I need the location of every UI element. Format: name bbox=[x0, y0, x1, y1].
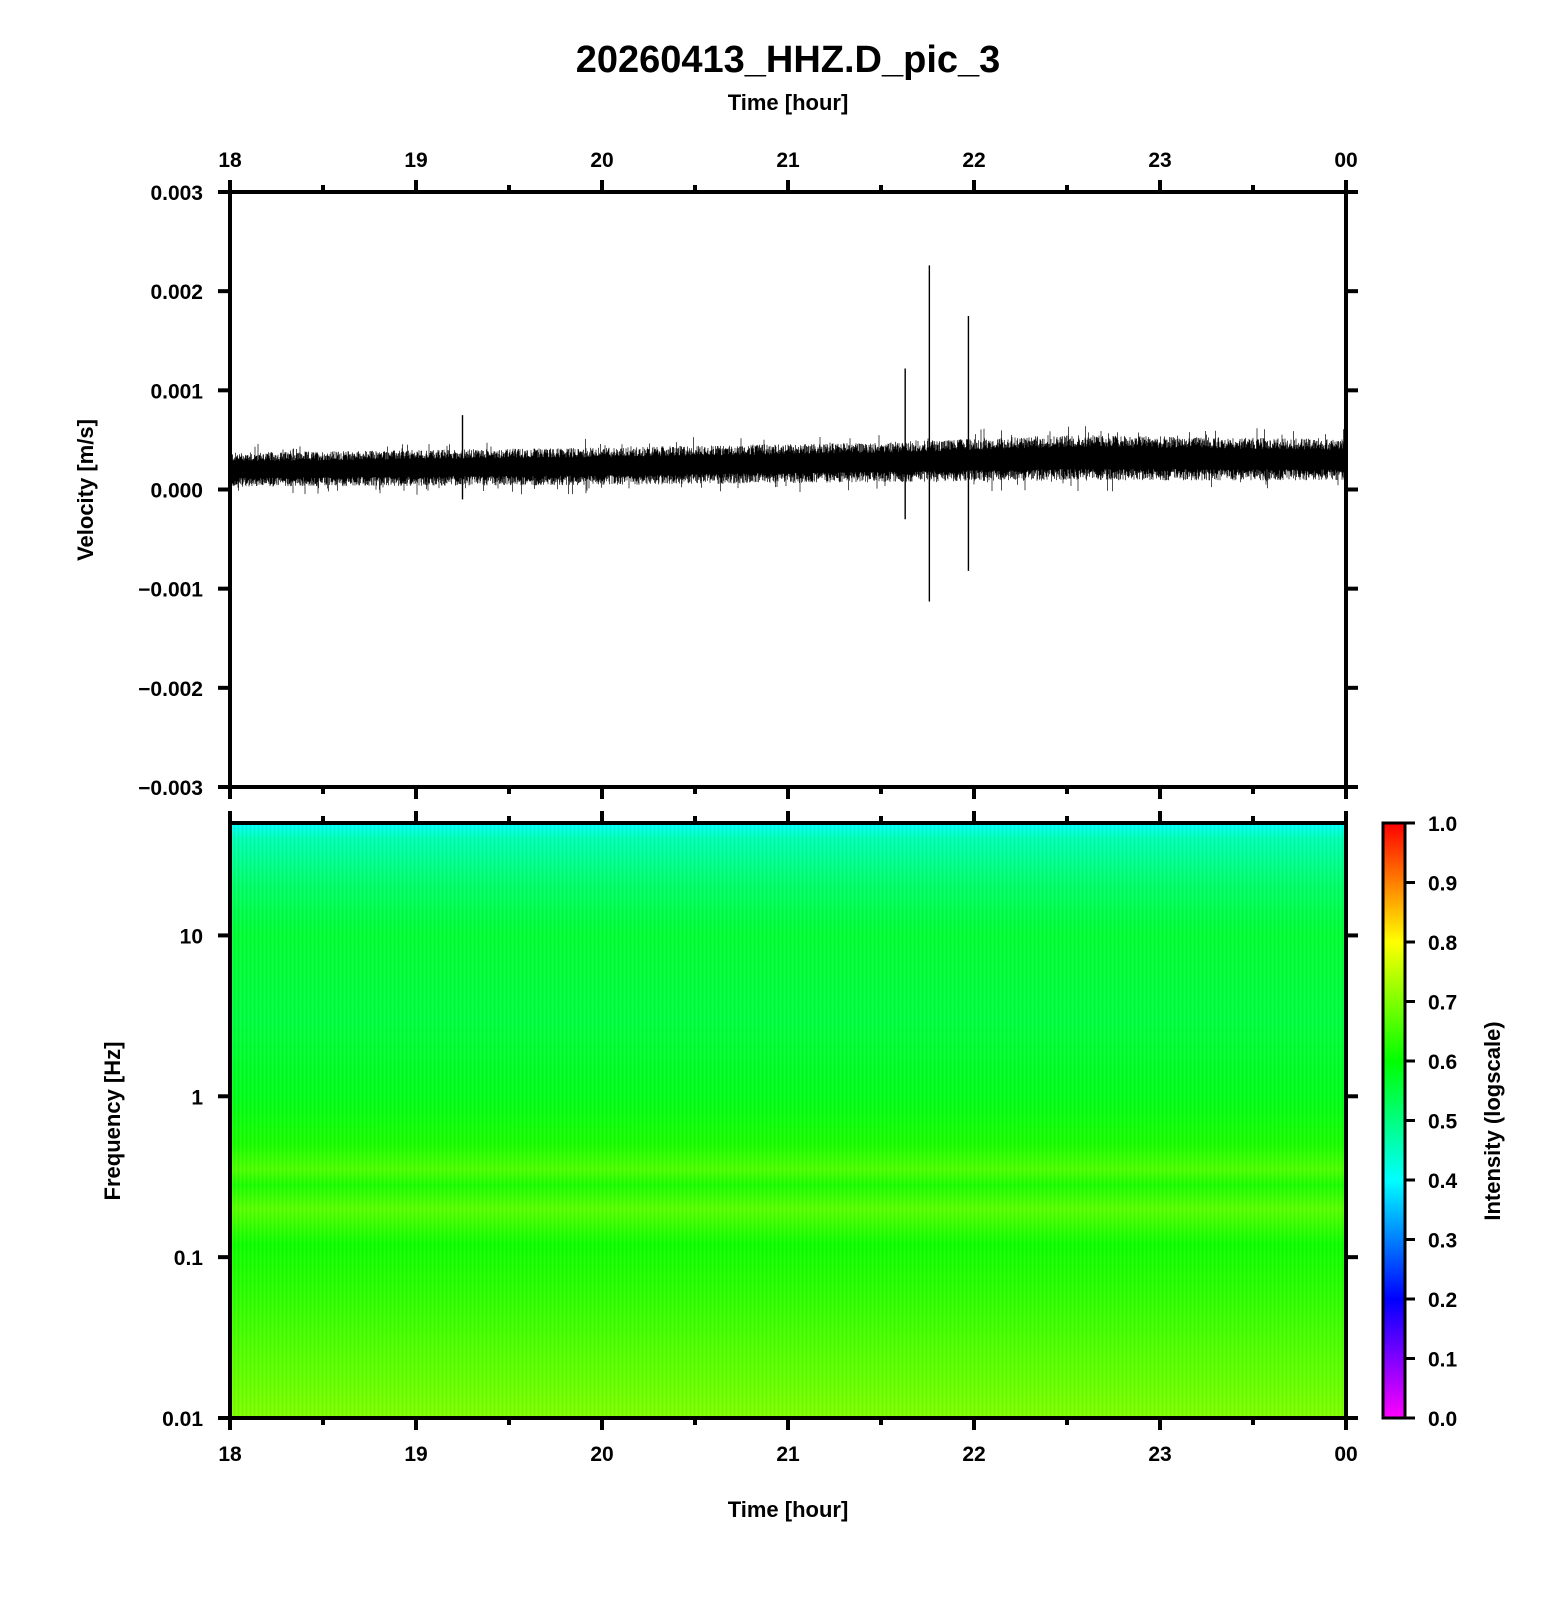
spectrogram-ticks: 18 19 20 21 22 23 00 10 1 0.1 0.01 bbox=[162, 811, 1358, 1466]
spectrogram-y-tick-label: 0.01 bbox=[162, 1408, 203, 1431]
spectrogram-y-tick-label: 1 bbox=[191, 1086, 203, 1109]
top-x-tick-label: 21 bbox=[776, 149, 800, 172]
colorbar-tick-label: 0.6 bbox=[1428, 1051, 1457, 1074]
bottom-x-tick-label: 20 bbox=[590, 1443, 613, 1466]
colorbar-ticks: 1.0 0.9 0.8 0.7 0.6 0.5 0.4 0.3 0.2 0.1 0.0 bbox=[1405, 813, 1458, 1431]
waveform-y-tick-label: −0.001 bbox=[138, 579, 203, 602]
waveform-noise bbox=[230, 426, 1345, 495]
spectrogram-y-tick-label: 10 bbox=[180, 925, 203, 948]
colorbar-tick-label: 0.3 bbox=[1428, 1230, 1457, 1253]
waveform-trace bbox=[230, 265, 1345, 602]
colorbar-tick-label: 0.8 bbox=[1428, 932, 1458, 955]
waveform-frame bbox=[228, 190, 1348, 789]
spectrogram-y-axis-label: Frequency [Hz] bbox=[100, 1042, 125, 1201]
colorbar-tick-label: 0.2 bbox=[1428, 1289, 1457, 1312]
top-x-tick-label: 22 bbox=[962, 149, 985, 172]
waveform-ticks: 18 19 20 21 22 23 00 0.003 0.002 0.001 0.000 −0.001… bbox=[138, 149, 1358, 800]
colorbar-tick-label: 0.4 bbox=[1428, 1170, 1458, 1193]
colorbar-tick-label: 1.0 bbox=[1428, 813, 1457, 836]
waveform-y-axis-label: Velocity [m/s] bbox=[73, 419, 98, 561]
waveform-y-tick-label: 0.001 bbox=[150, 380, 203, 403]
colorbar-label: Intensity (logscale) bbox=[1480, 1021, 1505, 1220]
spectrogram-y-tick-label: 0.1 bbox=[174, 1247, 204, 1270]
bottom-x-tick-label: 19 bbox=[404, 1443, 427, 1466]
colorbar-tick-label: 0.9 bbox=[1428, 873, 1457, 896]
waveform-y-tick-label: 0.003 bbox=[150, 182, 203, 205]
colorbar-tick-label: 0.1 bbox=[1428, 1349, 1458, 1372]
bottom-x-tick-label: 21 bbox=[776, 1443, 800, 1466]
chart-title: 20260413_HHZ.D_pic_3 bbox=[576, 39, 1001, 81]
bottom-x-tick-label: 18 bbox=[218, 1443, 242, 1466]
spectrogram-texture bbox=[230, 823, 1346, 1418]
top-x-tick-label: 00 bbox=[1334, 149, 1357, 172]
waveform-y-tick-label: 0.000 bbox=[150, 480, 203, 503]
colorbar-tick-label: 0.0 bbox=[1428, 1408, 1457, 1431]
top-x-tick-label: 19 bbox=[404, 149, 427, 172]
colorbar-tick-label: 0.5 bbox=[1428, 1111, 1458, 1134]
bottom-x-tick-label: 23 bbox=[1148, 1443, 1171, 1466]
colorbar: 1.0 0.9 0.8 0.7 0.6 0.5 0.4 0.3 0.2 0.1 0.0 Intens… bbox=[1381, 813, 1505, 1431]
bottom-x-tick-label: 22 bbox=[962, 1443, 985, 1466]
top-x-tick-label: 20 bbox=[590, 149, 613, 172]
waveform-y-tick-label: −0.002 bbox=[138, 678, 203, 701]
top-x-tick-label: 18 bbox=[218, 149, 242, 172]
colorbar-tick-label: 0.7 bbox=[1428, 992, 1457, 1015]
top-x-tick-label: 23 bbox=[1148, 149, 1171, 172]
spectrogram-panel: 18 19 20 21 22 23 00 10 1 0.1 0.01 Frequency [Hz] bbox=[100, 811, 1358, 1466]
colorbar-gradient bbox=[1381, 821, 1407, 1420]
waveform-panel: 18 19 20 21 22 23 00 0.003 0.002 0.001 0.000 −0.001… bbox=[73, 149, 1358, 800]
waveform-y-tick-label: −0.003 bbox=[138, 777, 203, 800]
waveform-y-tick-label: 0.002 bbox=[150, 281, 203, 304]
bottom-x-axis-label: Time [hour] bbox=[728, 1497, 849, 1522]
bottom-x-tick-label: 00 bbox=[1334, 1443, 1357, 1466]
top-x-axis-label: Time [hour] bbox=[728, 90, 849, 115]
